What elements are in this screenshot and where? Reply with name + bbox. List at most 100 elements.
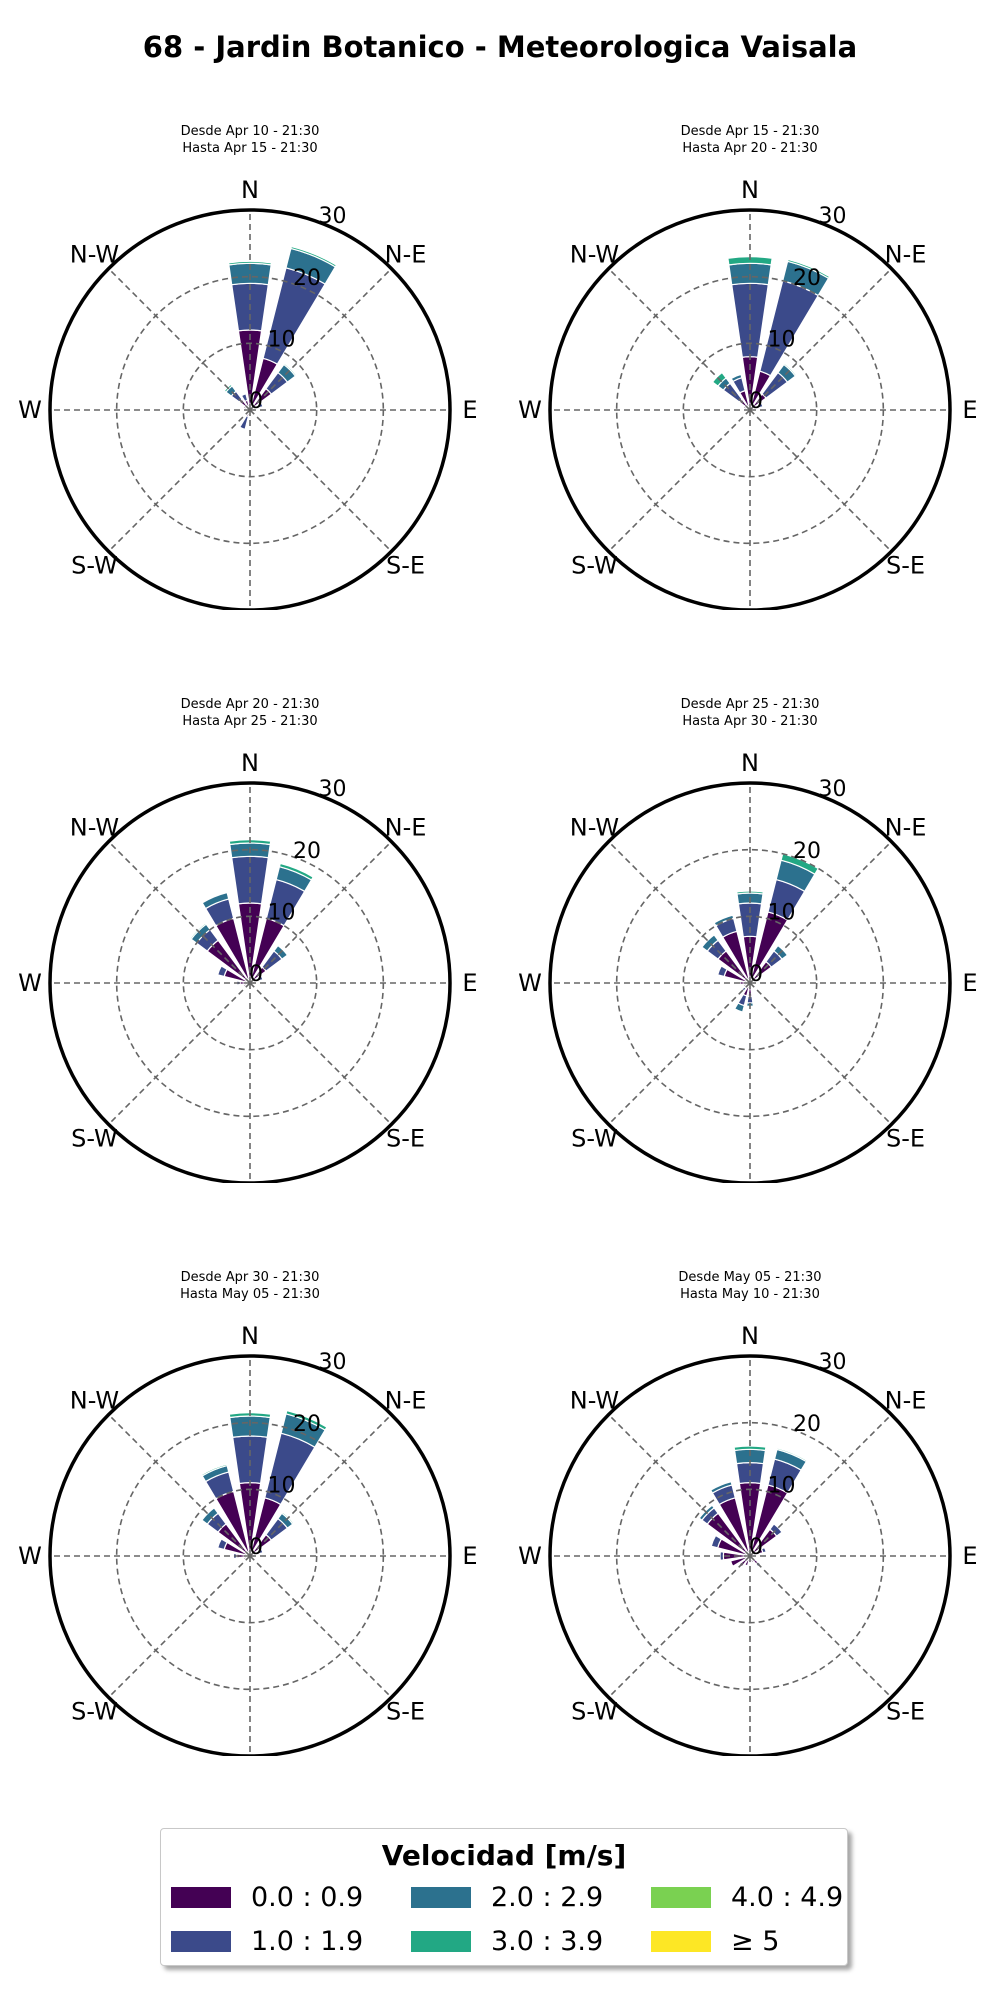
direction-gridline: [749, 409, 892, 552]
direction-gridline: [108, 409, 251, 552]
legend-entry: ≥ 5: [651, 1925, 780, 1957]
radial-tick-label: 10: [268, 1473, 296, 1498]
legend-swatch: [171, 1930, 231, 1952]
direction-label: N: [741, 1322, 759, 1350]
radial-gridline: [182, 342, 318, 478]
direction-label: E: [462, 1542, 477, 1570]
direction-gridline: [749, 268, 892, 411]
direction-label: S-W: [71, 552, 118, 580]
radial-tick-label: 30: [319, 777, 347, 802]
panel-subtitle-to: Hasta May 05 - 21:30: [180, 1287, 320, 1302]
direction-label: N: [741, 749, 759, 777]
direction-gridline: [749, 1555, 892, 1698]
windrose-panel-3: Desde Apr 20 - 21:30 Hasta Apr 25 - 21:3…: [0, 683, 500, 1183]
radial-tick-label: 30: [319, 204, 347, 229]
direction-gridline: [608, 409, 751, 552]
wind-bar-segment: [278, 862, 314, 881]
panel-subtitle-from: Desde Apr 10 - 21:30: [180, 124, 320, 139]
direction-gridline: [249, 1414, 392, 1557]
direction-label: N-E: [885, 1386, 927, 1414]
direction-label: S-E: [886, 1125, 925, 1153]
outer-circle: [48, 781, 452, 1183]
radial-tick-label: 10: [768, 327, 796, 352]
direction-label: E: [962, 396, 977, 424]
wind-bar-segment: [240, 393, 249, 403]
radial-tick-label: 20: [793, 839, 821, 864]
wind-bar-segment: [730, 373, 743, 383]
wind-bar-segment: [283, 362, 298, 377]
panel-subtitle-from: Desde Apr 25 - 21:30: [680, 697, 820, 712]
wind-bar-segment: [254, 402, 264, 410]
wind-bar-segment: [760, 1546, 767, 1554]
radial-tick-label: 30: [819, 1350, 847, 1375]
wind-bar-segment: [733, 1002, 746, 1013]
legend-entry: 4.0 : 4.9: [651, 1882, 843, 1913]
wind-bar-segment: [254, 1548, 264, 1556]
direction-label: E: [462, 969, 477, 997]
direction-label: N-W: [70, 240, 119, 268]
radial-tick-label: 30: [819, 204, 847, 229]
radial-tick-label: 10: [268, 900, 296, 925]
legend-swatch: [411, 1930, 471, 1952]
windrose-panel-4: Desde Apr 25 - 21:30 Hasta Apr 30 - 21:3…: [500, 683, 1000, 1183]
wind-bar-segment: [769, 1523, 783, 1537]
radial-tick-label: 0: [249, 389, 263, 414]
radial-tick-label: 30: [819, 777, 847, 802]
direction-label: W: [18, 396, 42, 424]
wind-bar-segment: [716, 965, 728, 978]
wind-bar-segment: [776, 1447, 808, 1463]
direction-label: S-W: [571, 1125, 618, 1153]
wind-bar-segment: [786, 258, 831, 280]
legend-swatch: [411, 1886, 471, 1908]
direction-label: S-E: [886, 552, 925, 580]
direction-label: N: [241, 749, 259, 777]
radial-tick-label: 10: [768, 1473, 796, 1498]
panel-subtitle-from: Desde Apr 30 - 21:30: [180, 1270, 320, 1285]
legend-label: 2.0 : 2.9: [491, 1881, 604, 1913]
wind-bar-segment: [189, 922, 208, 941]
wind-bar-segment: [709, 1480, 733, 1494]
legend: Velocidad [m/s] 0.0 : 0.9 2.0 : 2.9 4.0 …: [160, 1828, 848, 1966]
radial-gridline: [682, 342, 818, 478]
wind-bar-segment: [238, 414, 250, 431]
radial-tick-label: 20: [793, 266, 821, 291]
wind-bar-segment: [290, 245, 338, 268]
radial-tick-label: 0: [249, 962, 263, 987]
legend-label: ≥ 5: [731, 1925, 780, 1957]
direction-gridline: [249, 982, 392, 1125]
legend-entry: 0.0 : 0.9: [171, 1882, 363, 1913]
direction-label: N-W: [570, 240, 619, 268]
panel-subtitle-to: Hasta Apr 30 - 21:30: [682, 714, 818, 729]
windrose-panel-5: Desde Apr 30 - 21:30 Hasta May 05 - 21:3…: [0, 1256, 500, 1756]
wind-bar-segment: [741, 986, 747, 992]
bars-layer: [698, 1445, 808, 1568]
wind-bar-segment: [733, 1445, 767, 1452]
wind-bar-segment: [227, 260, 273, 266]
direction-gridline: [749, 841, 892, 984]
direction-gridline: [608, 841, 751, 984]
radial-tick-label: 0: [749, 962, 763, 987]
bars-layer: [701, 853, 820, 1013]
direction-label: N-E: [885, 240, 927, 268]
outer-circle: [548, 781, 952, 1183]
radial-gridline: [182, 1488, 318, 1624]
direction-gridline: [608, 982, 751, 1125]
outer-circle: [548, 1354, 952, 1756]
radial-tick-label: 10: [768, 900, 796, 925]
direction-label: N-W: [570, 1386, 619, 1414]
direction-label: N-W: [70, 813, 119, 841]
wind-bar-segment: [216, 965, 228, 978]
direction-label: S-E: [386, 1698, 425, 1726]
panel-subtitle-from: Desde Apr 20 - 21:30: [180, 697, 320, 712]
direction-gridline: [108, 841, 251, 984]
direction-label: S-W: [571, 552, 618, 580]
direction-gridline: [108, 982, 251, 1125]
direction-gridline: [749, 982, 892, 1125]
bars-layer: [711, 256, 831, 414]
panel-subtitle-to: Hasta Apr 20 - 21:30: [682, 141, 818, 156]
windrose-panel-6: Desde May 05 - 21:30 Hasta May 10 - 21:3…: [500, 1256, 1000, 1756]
